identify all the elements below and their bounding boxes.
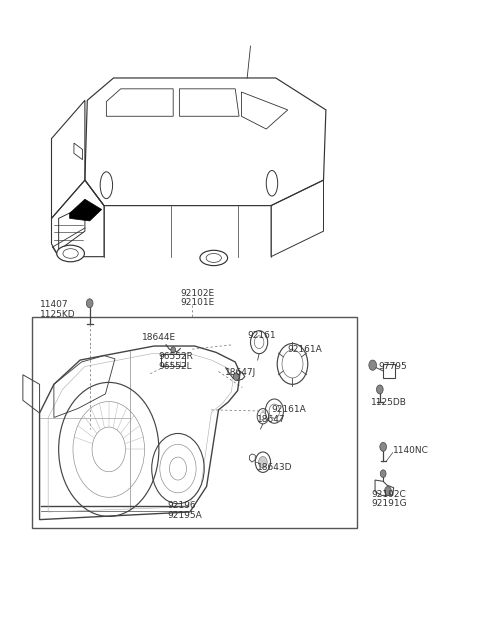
Ellipse shape [63,249,78,258]
Text: 92195A: 92195A [168,511,202,520]
Text: 92196: 92196 [168,501,196,510]
Text: 96552R: 96552R [159,353,194,362]
Circle shape [376,385,383,394]
Text: 92101E: 92101E [180,298,215,307]
Text: 1125KD: 1125KD [39,310,75,319]
Ellipse shape [100,172,113,199]
Ellipse shape [266,171,278,196]
Text: 92161A: 92161A [288,345,323,354]
Text: 11407: 11407 [39,300,68,309]
Bar [161,354,185,367]
Circle shape [171,347,176,353]
Text: 18644E: 18644E [142,333,176,342]
Circle shape [259,456,267,468]
Text: 92192C: 92192C [371,490,406,499]
Circle shape [384,487,391,495]
Circle shape [380,470,386,478]
Text: 92161: 92161 [247,331,276,340]
Bar [383,364,395,378]
Circle shape [369,360,376,370]
Polygon shape [70,199,102,221]
Text: 92161A: 92161A [271,405,306,414]
Circle shape [86,299,93,308]
Ellipse shape [57,246,84,262]
Text: 92102E: 92102E [180,288,215,297]
Text: 92191G: 92191G [371,499,407,508]
Text: 1125DB: 1125DB [371,397,407,406]
Text: 18643D: 18643D [257,463,292,472]
Text: 1140NC: 1140NC [393,446,429,455]
Text: 18647: 18647 [257,415,286,424]
Circle shape [233,373,239,381]
Circle shape [380,442,386,451]
Text: 97795: 97795 [378,362,407,371]
Text: 96552L: 96552L [159,362,192,371]
Ellipse shape [200,250,228,265]
Ellipse shape [206,253,221,262]
Text: 18647J: 18647J [225,369,256,378]
Bar [33,317,357,528]
